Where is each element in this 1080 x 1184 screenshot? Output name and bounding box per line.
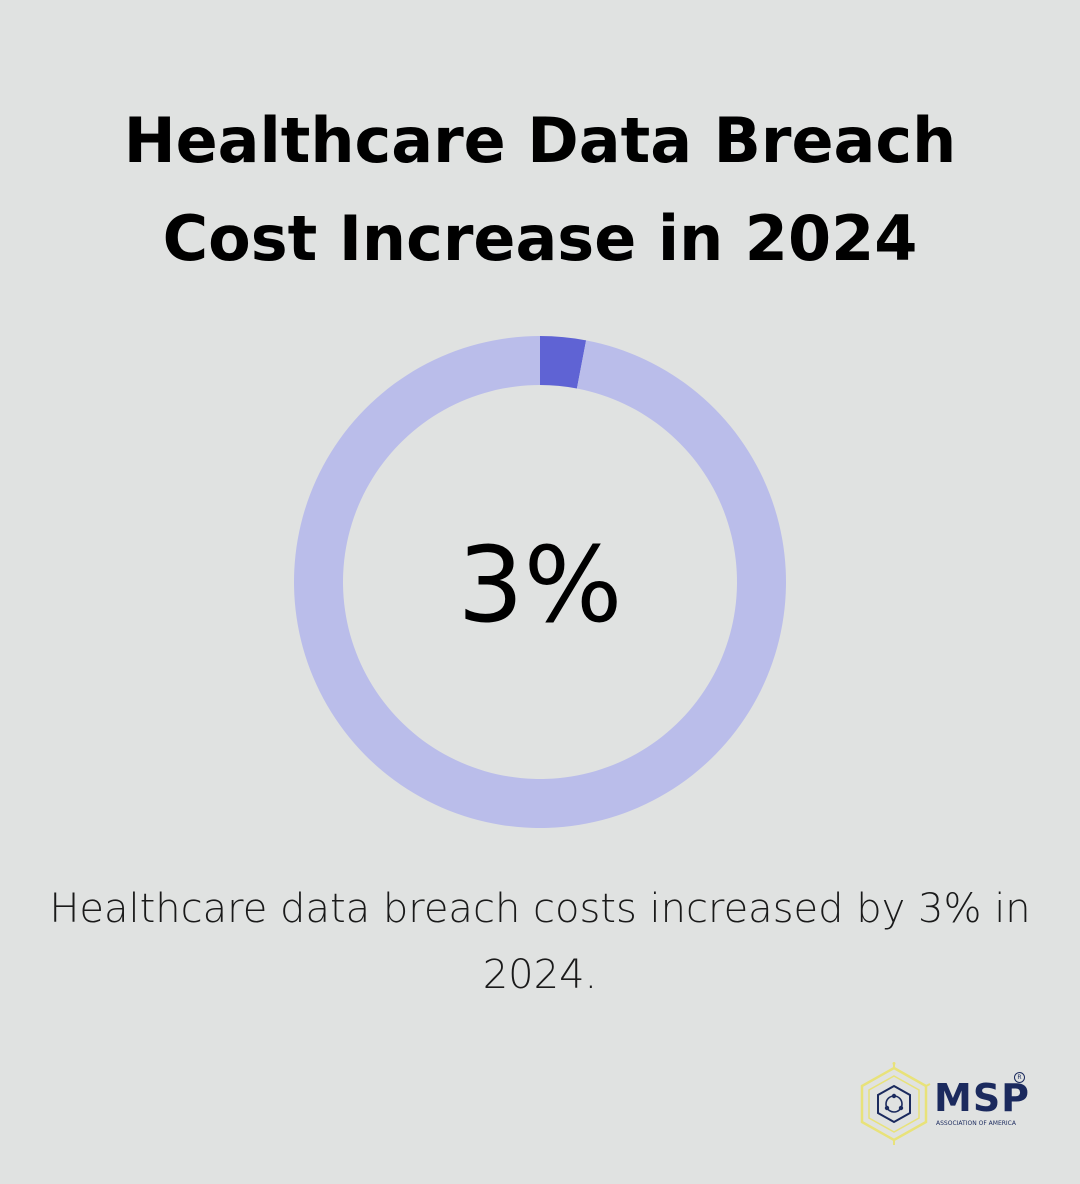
logo-wordmark: MSP: [934, 1076, 1031, 1120]
center-value: 3%: [457, 524, 623, 646]
brand-logo: MSP R ASSOCIATION OF AMERICA: [856, 1062, 1036, 1146]
hexagon-network-icon: [860, 1062, 931, 1145]
logo-subtitle: ASSOCIATION OF AMERICA: [936, 1120, 1016, 1127]
chart-caption: Healthcare data breach costs increased b…: [49, 886, 1031, 998]
donut-chart: [294, 336, 786, 828]
donut-slices: [294, 336, 786, 828]
donut-slice-increase: [540, 336, 587, 389]
registered-mark: R: [1014, 1072, 1025, 1083]
chart-title: Healthcare Data Breach Cost Increase in …: [123, 104, 957, 275]
